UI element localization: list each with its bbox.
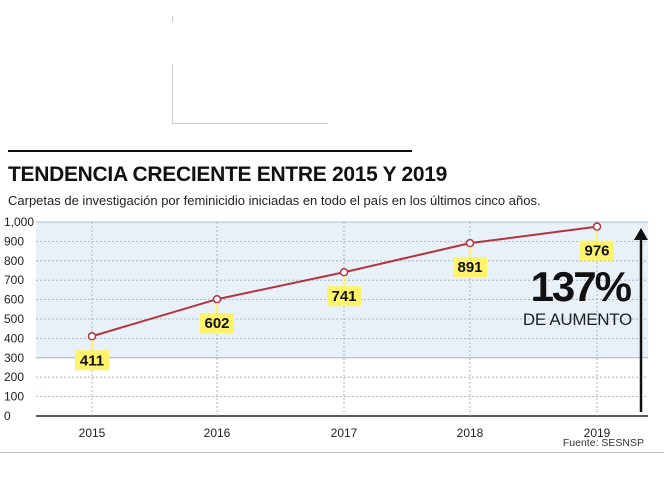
y-tick-label: 500 [4, 312, 24, 326]
frame-horizontal-line [172, 123, 328, 124]
increase-percentage: 137% [530, 263, 632, 310]
x-tick-label: 2016 [204, 426, 231, 440]
y-tick-label: 800 [4, 254, 24, 268]
data-label-bg [200, 313, 234, 334]
y-tick-label: 0 [4, 409, 11, 423]
data-label-bg [327, 286, 361, 307]
title-rule [8, 150, 412, 152]
data-point [339, 267, 349, 277]
data-point [212, 294, 222, 304]
chart-subtitle: Carpetas de investigación por feminicidi… [8, 193, 541, 208]
data-label: 602 [204, 315, 229, 332]
bottom-rule [0, 452, 664, 453]
frame-vertical-line [172, 64, 173, 124]
frame-tick [172, 16, 173, 22]
data-label-bg [453, 257, 487, 278]
data-label: 976 [584, 243, 609, 260]
source-note: Fuente: SESNSP [562, 437, 644, 449]
data-point [592, 222, 602, 231]
y-tick-label: 1,000 [4, 215, 34, 229]
data-label-bg [75, 350, 109, 371]
y-tick-label: 700 [4, 273, 24, 287]
data-label: 891 [457, 259, 482, 276]
x-tick-label: 2018 [457, 426, 484, 440]
data-label: 411 [80, 352, 104, 369]
data-label-bg [580, 240, 614, 261]
y-tick-label: 900 [4, 234, 24, 248]
y-tick-label: 100 [4, 390, 24, 404]
x-tick-label: 2015 [79, 426, 106, 440]
increase-arrow-head [634, 228, 648, 240]
data-point [465, 238, 475, 248]
x-tick-label: 2017 [331, 426, 358, 440]
y-tick-label: 300 [4, 351, 24, 365]
increase-caption: DE AUMENTO [522, 310, 632, 329]
y-tick-label: 600 [4, 293, 24, 307]
x-tick-label: 2019 [584, 426, 611, 440]
data-label: 741 [331, 288, 356, 305]
chart-title: TENDENCIA CRECIENTE ENTRE 2015 Y 2019 [8, 163, 447, 186]
y-tick-label: 200 [4, 370, 24, 384]
data-point [87, 332, 97, 341]
y-tick-label: 400 [4, 331, 24, 345]
